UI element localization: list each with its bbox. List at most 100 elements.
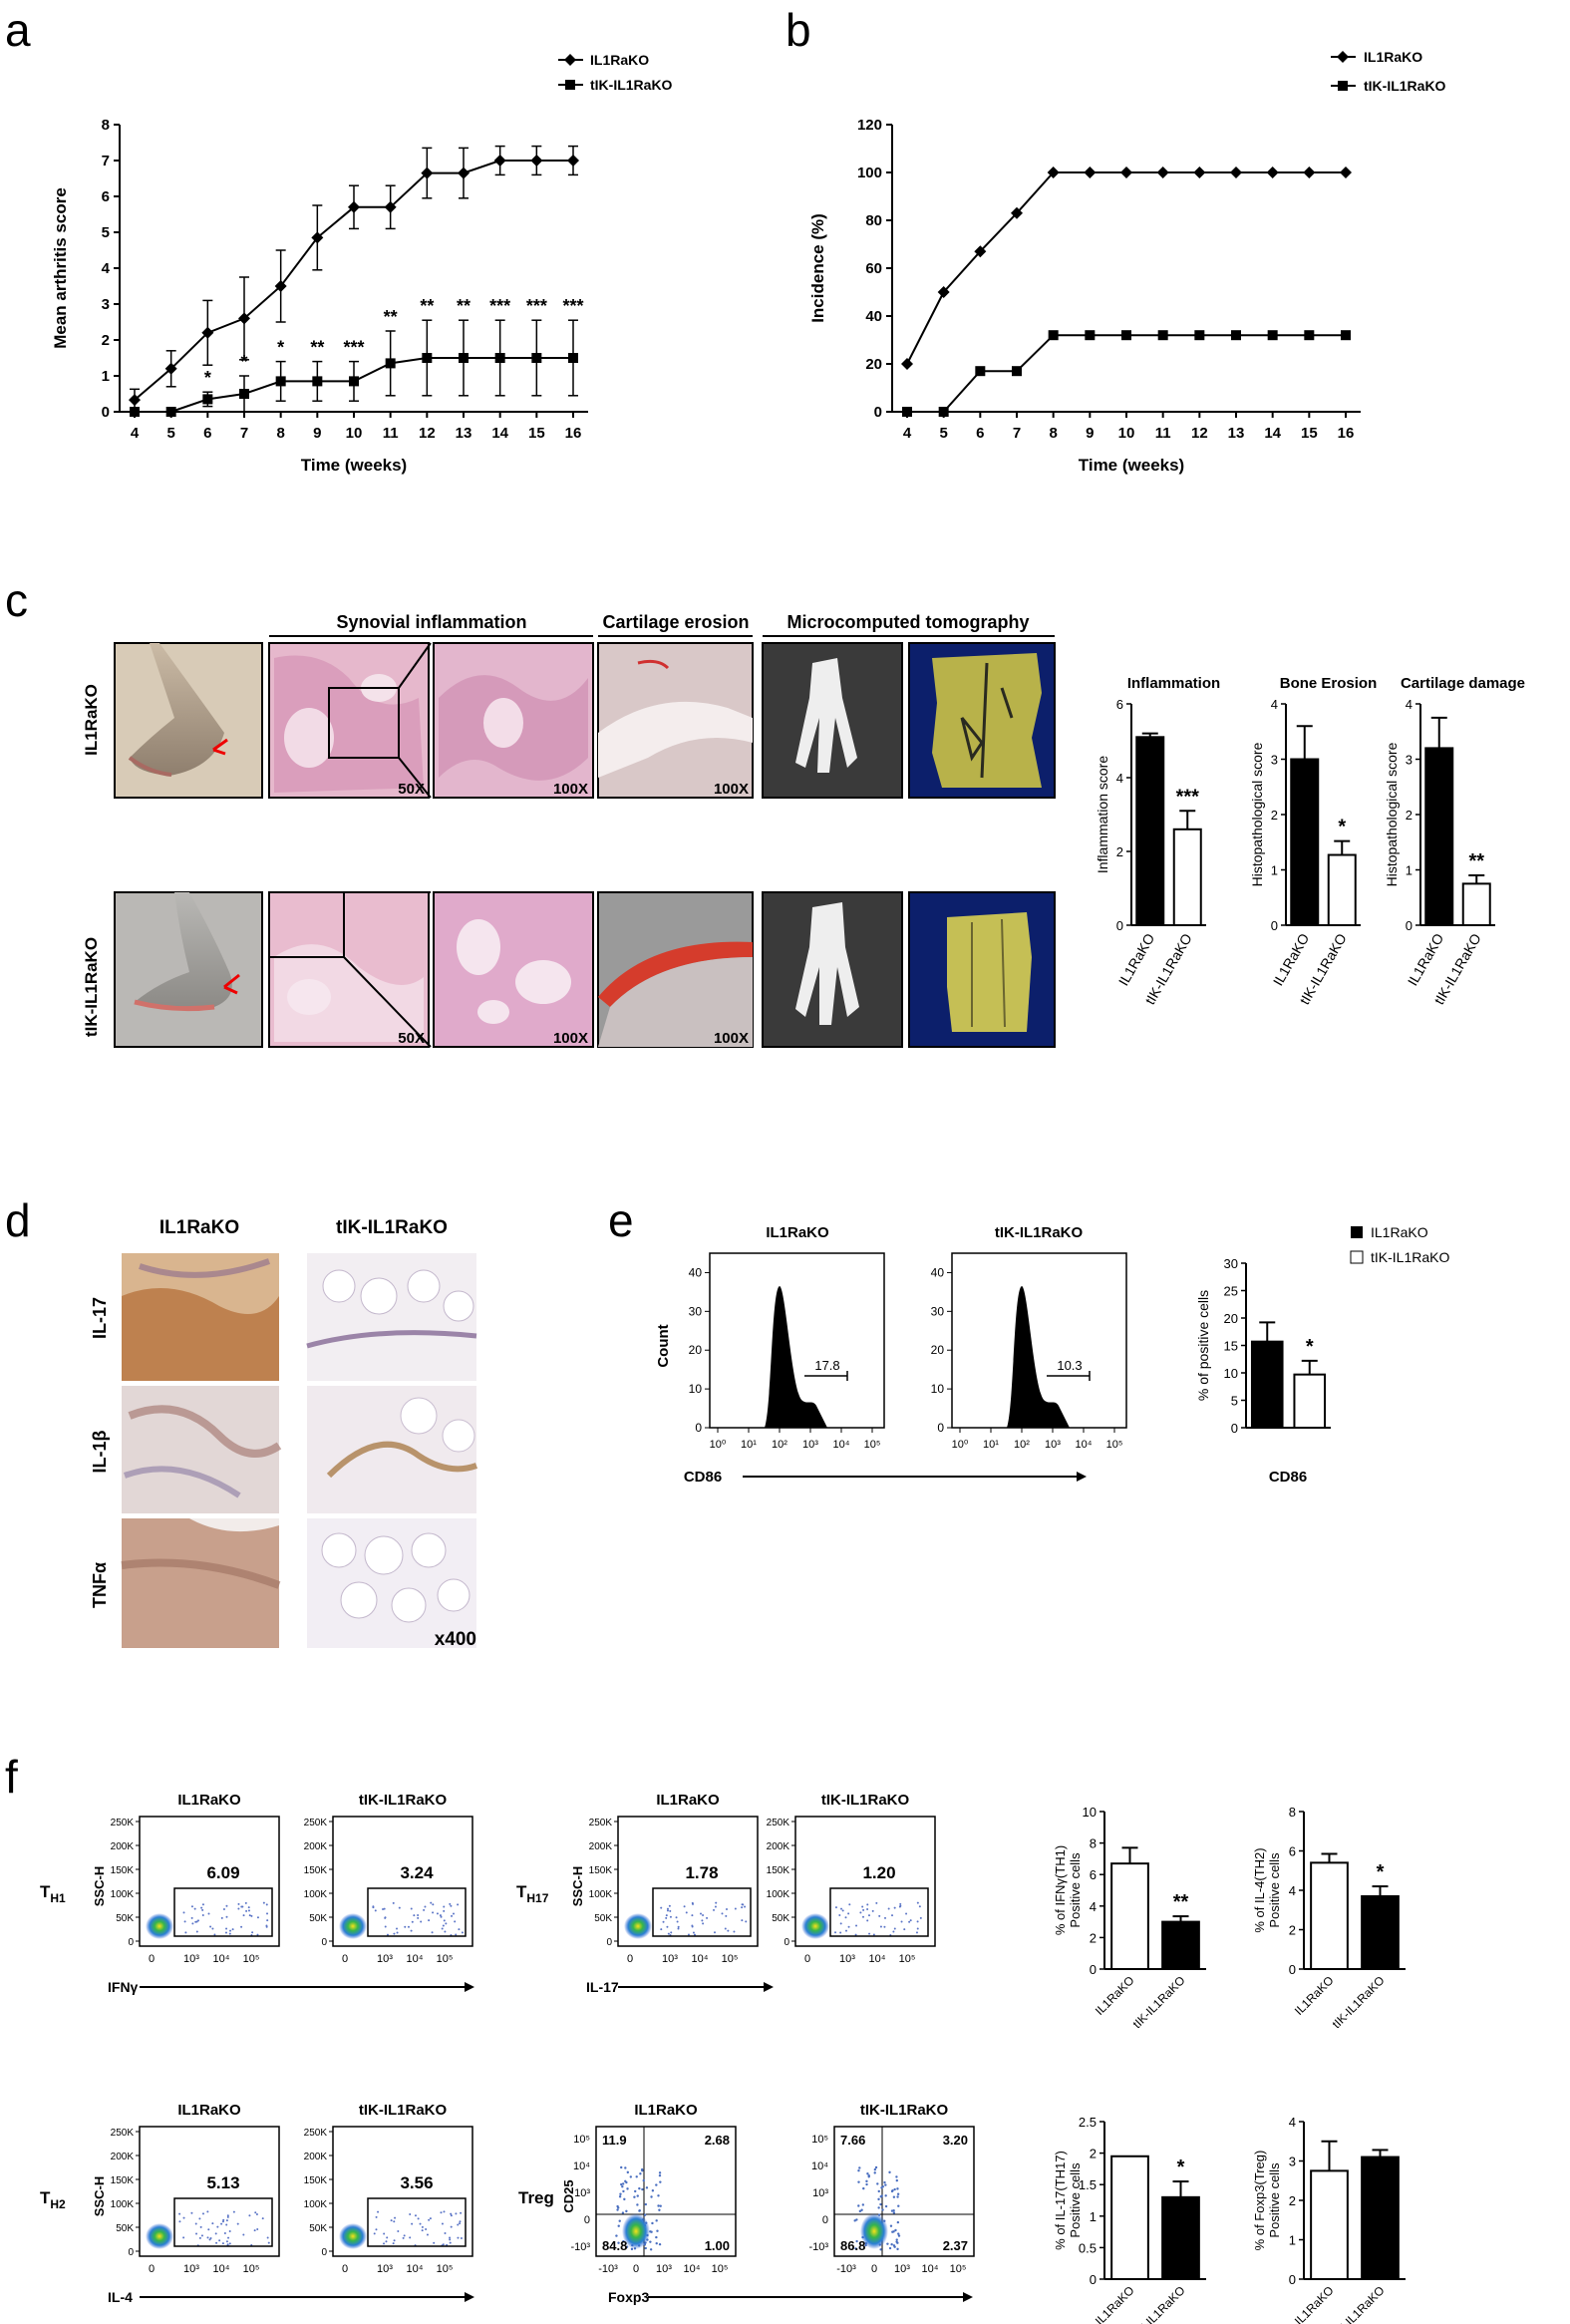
y-axis-label: Inflammation score: [1095, 756, 1110, 873]
x-tick-label: 0: [804, 1953, 810, 1965]
column-title: IL1RaKO: [656, 1792, 720, 1809]
x-tick-label: 10⁵: [243, 2263, 260, 2275]
event-dot: [903, 1928, 906, 1931]
x-tick-label: 10⁴: [692, 1953, 709, 1965]
cartilage-il1rako: 100X: [597, 642, 754, 799]
event-dot: [244, 1901, 247, 1904]
event-dot: [396, 1927, 399, 1930]
event-dot: [423, 1908, 426, 1911]
x-tick-label: 10⁴: [1076, 1439, 1093, 1451]
event-dot: [407, 1925, 410, 1928]
event-dot: [714, 1931, 717, 1934]
bar: [1461, 882, 1491, 926]
magnification-label: x400: [435, 1629, 476, 1650]
y-tick-label: 1: [1090, 2209, 1097, 2224]
event-dot: [215, 2241, 218, 2244]
y-tick-label: 50K: [116, 1913, 134, 1924]
y-tick-label: 3: [1406, 753, 1413, 768]
event-dot: [896, 2247, 899, 2251]
event-dot: [393, 2239, 396, 2242]
y-tick-label: 100K: [767, 1889, 790, 1900]
x-tick-label: 14: [491, 425, 508, 442]
event-dot: [634, 2189, 637, 2193]
histogram-curve: [765, 1286, 827, 1428]
y-axis-label: % of IFNγ(TH1): [1053, 1845, 1068, 1935]
y-tick-label: 1: [1406, 863, 1413, 878]
event-dot: [207, 1912, 210, 1915]
flow-plot: 250K 200K 150K 100K 50K 0 0 10³ 10⁴ 10⁵ 1.78: [589, 1816, 759, 1965]
data-point: [130, 407, 140, 417]
event-dot: [440, 1915, 443, 1918]
event-dot: [724, 1927, 727, 1930]
y-tick-label: 3: [1289, 2155, 1296, 2169]
event-dot: [201, 1913, 204, 1916]
y-tick-label: 200K: [304, 2152, 328, 2162]
y-axis-label: % of IL-17(TH17): [1053, 2151, 1068, 2250]
event-dot: [658, 2173, 662, 2177]
event-dot: [649, 2240, 652, 2243]
event-dot: [666, 1907, 669, 1910]
density-core: [146, 1913, 173, 1939]
y-tick-label: 3: [1271, 753, 1278, 768]
y-tick-label: 8: [1289, 1805, 1296, 1820]
event-dot: [386, 2236, 389, 2239]
event-dot: [685, 1911, 688, 1914]
y-tick-label: 200K: [111, 2152, 135, 2162]
event-dot: [441, 2222, 444, 2225]
event-dot: [449, 2238, 452, 2241]
x-tick-label: 10⁴: [213, 1953, 230, 1965]
histogram-title: IL1RaKO: [766, 1224, 829, 1241]
y-tick-label: 150K: [111, 1865, 135, 1876]
event-dot: [692, 1931, 695, 1934]
event-dot: [461, 1931, 464, 1934]
event-dot: [721, 1912, 724, 1915]
event-dot: [702, 1913, 705, 1916]
event-dot: [195, 2232, 198, 2235]
significance-label: *: [1377, 1861, 1385, 1883]
y-tick-label: 0: [606, 1937, 612, 1948]
event-dot: [734, 1907, 737, 1910]
ihc-tnf-tik: x400: [307, 1518, 476, 1650]
x-tick-label: 10³: [839, 1953, 855, 1965]
event-dot: [900, 1920, 903, 1923]
y-tick-label: 150K: [589, 1865, 613, 1876]
y-tick-label: 100K: [111, 1889, 135, 1900]
event-dot: [858, 2209, 862, 2213]
y-tick-label: 200K: [589, 1841, 613, 1852]
density-core: [339, 1913, 367, 1939]
x-tick-label: 11: [1155, 425, 1171, 442]
y-tick-label: 4: [1289, 1883, 1296, 1898]
event-dot: [237, 1902, 240, 1905]
event-dot: [895, 2178, 899, 2182]
event-dot: [622, 2189, 625, 2193]
x-tick-label: 4: [903, 425, 912, 442]
quadrant-value: 2.37: [943, 2238, 968, 2253]
y-tick-label: 200K: [767, 1841, 790, 1852]
y-tick-label: 3: [102, 296, 110, 313]
x-tick-label: 10³: [662, 1953, 678, 1965]
event-dot: [266, 2236, 269, 2239]
arrow-head: [963, 2292, 973, 2302]
x-tick-label: 0: [149, 2263, 155, 2275]
y-tick-label: 100K: [304, 2199, 328, 2210]
microct-3d-tik: [908, 891, 1056, 1048]
event-dot: [844, 1916, 847, 1919]
event-dot: [375, 2228, 378, 2231]
event-dot: [421, 2229, 424, 2232]
event-dot: [896, 2220, 900, 2224]
section-header: Synovial inflammation: [336, 612, 526, 632]
x-tick-label: 14: [1264, 425, 1281, 442]
data-point: [458, 166, 470, 179]
y-tick-label: 10: [1083, 1805, 1097, 1820]
x-tick-label: 10³: [802, 1439, 818, 1451]
category-label: IL1RaKO: [1270, 930, 1313, 988]
event-dot: [616, 2208, 619, 2211]
bar: [1327, 853, 1357, 927]
event-dot: [228, 1932, 231, 1935]
significance-label: ***: [1176, 786, 1200, 808]
event-dot: [404, 1925, 407, 1928]
row-label: IL-17: [90, 1297, 110, 1339]
